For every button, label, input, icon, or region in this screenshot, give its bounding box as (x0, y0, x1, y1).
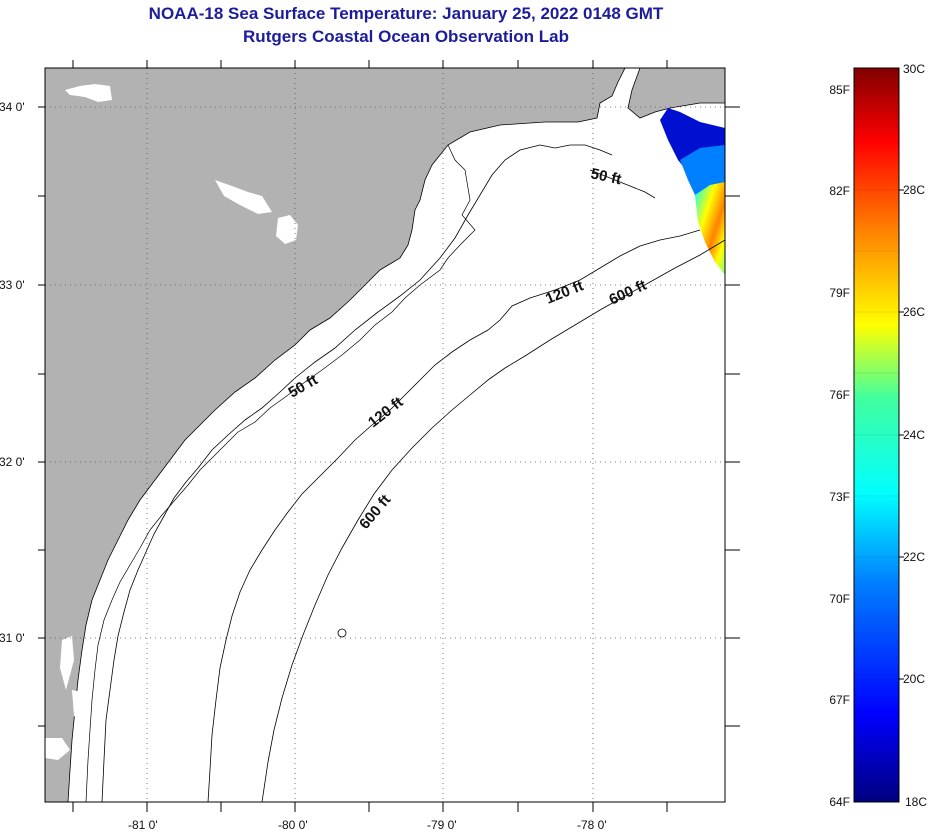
lat-label-32: 32 0' (0, 455, 25, 469)
lon-label-79: -79 0' (427, 818, 457, 832)
colorbar-label-c: 18C (905, 795, 927, 809)
map-area (45, 68, 725, 802)
lon-label-81: -81 0' (128, 818, 158, 832)
contour-600ft (261, 239, 725, 802)
land-mass (45, 68, 626, 802)
lat-label-34: 34 0' (0, 100, 25, 114)
lon-label-78: -78 0' (577, 818, 607, 832)
colorbar-label-c: 24C (903, 428, 925, 442)
colorbar-label-f: 73F (829, 490, 850, 504)
shoal-contour (589, 169, 656, 199)
map-frame (44, 67, 726, 803)
contour-120ft (207, 229, 701, 802)
sst-data-warm (695, 182, 725, 275)
axis-ticks (38, 60, 740, 812)
colorbar-label-c: 22C (903, 550, 925, 564)
lake (215, 180, 272, 214)
lake (276, 215, 298, 244)
colorbar-label-f: 76F (829, 388, 850, 402)
colorbar-label-f: 82F (829, 184, 850, 198)
lat-label-31: 31 0' (0, 631, 25, 645)
seamount-contour (337, 628, 347, 638)
chart-subtitle: Rutgers Coastal Ocean Observation Lab (243, 27, 569, 46)
lake (72, 690, 82, 720)
contour-50ft (101, 144, 613, 802)
lon-label-80: -80 0' (278, 818, 308, 832)
colorbar-ticks (899, 189, 904, 680)
land-northeast (627, 68, 725, 119)
colorbar-label-c: 28C (903, 183, 925, 197)
colorbar-label-c: 26C (903, 305, 925, 319)
colorbar-label-c: 20C (903, 672, 925, 686)
graticule (45, 68, 725, 802)
colorbar-label-f: 85F (829, 83, 850, 97)
colorbar-label-f: 70F (829, 592, 850, 606)
colorbar-bands (854, 127, 899, 741)
colorbar-label-f: 79F (829, 286, 850, 300)
chart-title: NOAA-18 Sea Surface Temperature: January… (148, 4, 664, 23)
colorbar-label-f: 64F (829, 795, 850, 809)
coastline-detail (85, 144, 476, 802)
colorbar-label-c: 30C (903, 62, 925, 76)
lake (65, 84, 112, 102)
colorbar-label-f: 67F (829, 693, 850, 707)
colorbar (853, 67, 900, 803)
lake (45, 738, 70, 760)
contour-label-50ft-north: 50 ft (589, 165, 623, 188)
lat-label-33: 33 0' (0, 278, 25, 292)
lake (60, 636, 74, 690)
